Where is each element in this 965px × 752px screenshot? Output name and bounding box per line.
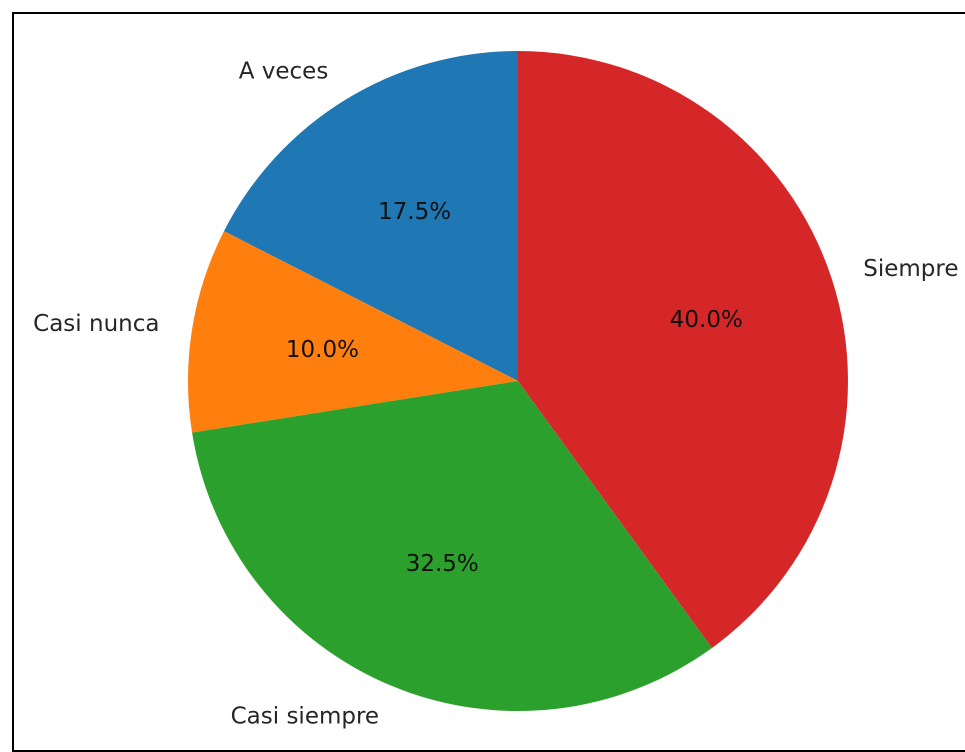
pie-category-label-1: A veces [239, 58, 329, 84]
pie-pct-label-2: 10.0% [286, 337, 359, 363]
pie-pct-label-4: 40.0% [670, 307, 743, 333]
pie-pct-label-1: 17.5% [378, 199, 451, 225]
pie-pct-label-3: 32.5% [406, 551, 479, 577]
pie-category-label-2: Casi nunca [33, 311, 159, 337]
pie-slice-2 [187, 231, 518, 433]
pie-category-label-4: Siempre [863, 256, 958, 282]
pie-slice-3 [192, 381, 712, 711]
pie-slice-4 [518, 51, 848, 648]
pie-category-label-3: Casi siempre [231, 703, 379, 729]
pie-slice-1 [223, 51, 519, 381]
